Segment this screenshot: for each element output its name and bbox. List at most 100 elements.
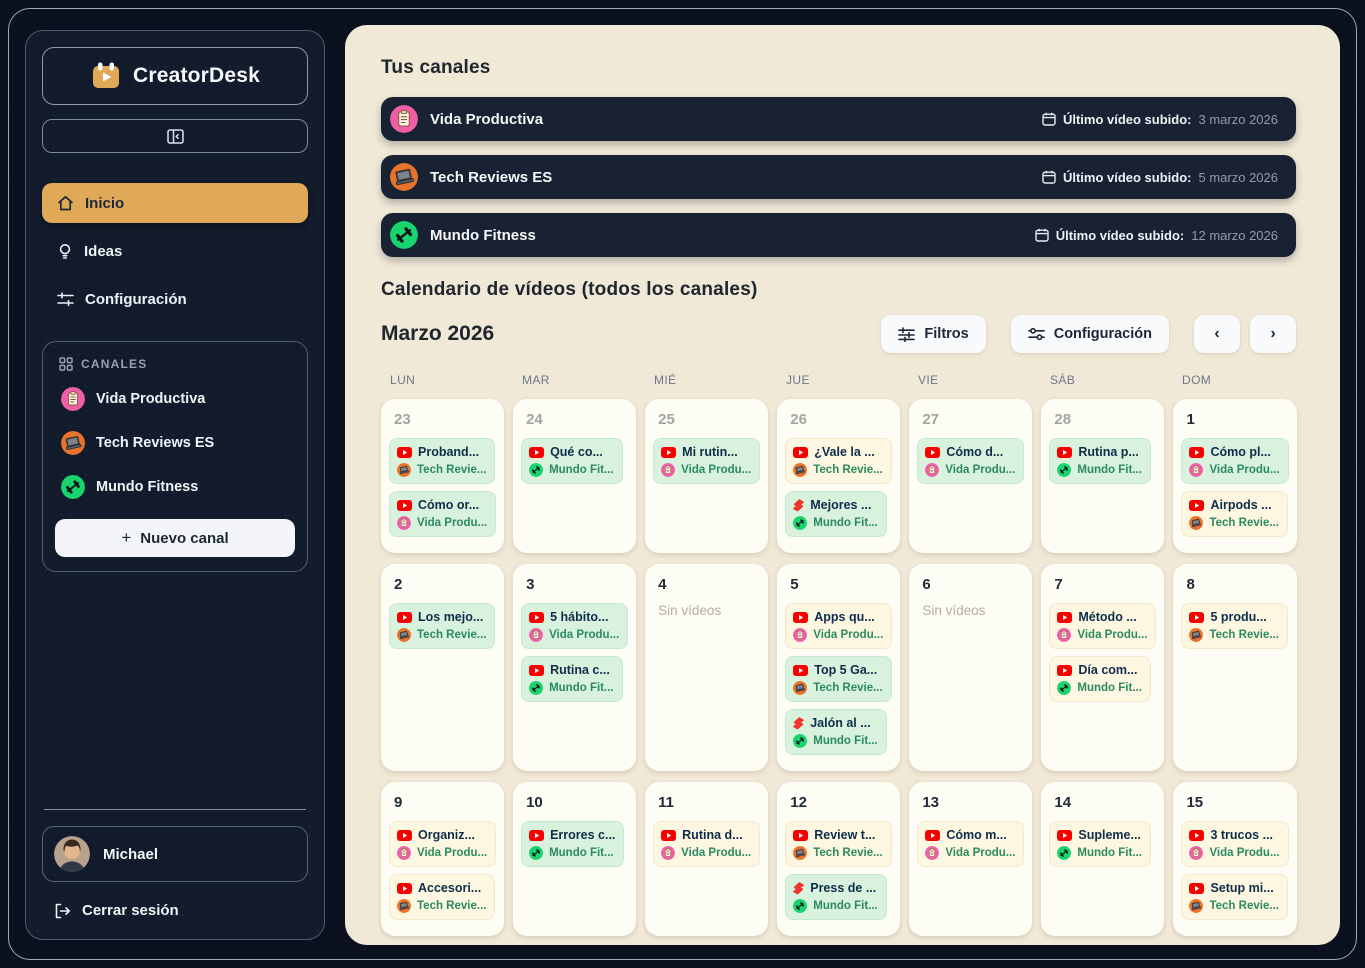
youtube-icon: [397, 882, 412, 894]
video-entry[interactable]: 5 hábito... Vida Produ...: [521, 603, 629, 649]
video-entry[interactable]: Supleme... Mundo Fit...: [1049, 821, 1151, 867]
video-entry[interactable]: Cómo m... Vida Produ...: [917, 821, 1025, 867]
video-entry[interactable]: Los mejo... Tech Revie...: [389, 603, 496, 649]
video-entry[interactable]: Método ... Vida Produ...: [1049, 603, 1157, 649]
channel-bar-fitness[interactable]: Mundo Fitness Último vídeo subido: 12 mar…: [381, 213, 1296, 257]
calendar-day-cell[interactable]: 14 Supleme... Mundo Fit...: [1041, 782, 1165, 936]
channel-bar-vida[interactable]: Vida Productiva Último vídeo subido: 3 ma…: [381, 97, 1296, 141]
sidebar-channel-tech[interactable]: Tech Reviews ES: [55, 421, 295, 465]
calendar-day-cell[interactable]: 8 5 produ... Tech Revie...: [1173, 564, 1297, 771]
video-entry[interactable]: 5 produ... Tech Revie...: [1181, 603, 1288, 649]
video-channel: Tech Revie...: [1209, 900, 1279, 912]
channel-bar-name: Vida Productiva: [430, 110, 544, 128]
video-entry[interactable]: Cómo or... Vida Produ...: [389, 491, 497, 537]
video-entry[interactable]: Día com... Mundo Fit...: [1049, 656, 1151, 702]
day-number: 1: [1186, 411, 1195, 428]
logout-button[interactable]: Cerrar sesión: [42, 902, 308, 919]
next-month-button[interactable]: ›: [1250, 315, 1296, 353]
video-entry[interactable]: Accesori... Tech Revie...: [389, 874, 496, 920]
video-entry[interactable]: Rutina d... Vida Produ...: [653, 821, 761, 867]
channel-avatar: [793, 846, 808, 860]
video-entry[interactable]: Top 5 Ga... Tech Revie...: [785, 656, 892, 702]
calendar-day-cell[interactable]: 2 Los mejo... Tech Revie...: [381, 564, 505, 771]
calendar-settings-button[interactable]: Configuración: [1010, 315, 1169, 353]
new-channel-button[interactable]: + Nuevo canal: [55, 519, 295, 557]
channel-avatar: [1057, 846, 1072, 860]
channels-panel: CANALES Vida Productiva Tech Reviews ES Mu…: [42, 341, 308, 572]
calendar-toolbar: Marzo 2026 Filtros Configuración ‹ ›: [381, 315, 1296, 353]
calendar-day-cell[interactable]: 6 Sin vídeos: [909, 564, 1033, 771]
video-entry[interactable]: Setup mi... Tech Revie...: [1181, 874, 1288, 920]
calendar-day-cell[interactable]: 3 5 hábito... Vida Produ... Rutina c... Mund…: [513, 564, 637, 771]
calendar-day-cell[interactable]: 25 Mi rutin... Vida Produ...: [645, 399, 769, 553]
calendar-day-cell[interactable]: 5 Apps qu... Vida Produ... Top 5 Ga... Tech …: [777, 564, 901, 771]
sidebar-channel-vida[interactable]: Vida Productiva: [55, 377, 295, 421]
channel-bar-tech[interactable]: Tech Reviews ES Último vídeo subido: 5 ma…: [381, 155, 1296, 199]
video-entry[interactable]: Errores c... Mundo Fit...: [521, 821, 625, 867]
sidebar-channel-fitness[interactable]: Mundo Fitness: [55, 465, 295, 509]
calendar-day-cell[interactable]: 24 Qué co... Mundo Fit...: [513, 399, 637, 553]
sidebar-item-configuracin[interactable]: Configuración: [42, 279, 308, 319]
youtube-icon: [1189, 882, 1205, 894]
video-entry[interactable]: ¿Vale la ... Tech Revie...: [785, 438, 892, 484]
video-entry[interactable]: Rutina p... Mundo Fit...: [1049, 438, 1151, 484]
video-title: Errores c...: [550, 828, 616, 842]
calendar-day-cell[interactable]: 27 Cómo d... Vida Produ...: [909, 399, 1033, 553]
calendar-day-cell[interactable]: 26 ¿Vale la ... Tech Revie... Mejores ... Mu…: [777, 399, 901, 553]
video-entry[interactable]: Press de ... Mundo Fit...: [785, 874, 887, 920]
sidebar-item-ideas[interactable]: Ideas: [42, 231, 308, 271]
calendar-day-cell[interactable]: 1 Cómo pl... Vida Produ... Airpods ... Tech …: [1173, 399, 1297, 553]
channel-avatar: [1189, 516, 1204, 530]
video-entry[interactable]: Cómo d... Vida Produ...: [917, 438, 1025, 484]
video-channel: Tech Revie...: [813, 682, 883, 694]
day-number: 2: [394, 576, 403, 593]
video-title: Rutina c...: [550, 663, 610, 677]
calendar-day-cell[interactable]: 11 Rutina d... Vida Produ...: [645, 782, 769, 936]
video-entry[interactable]: Proband... Tech Revie...: [389, 438, 496, 484]
video-entry[interactable]: Airpods ... Tech Revie...: [1181, 491, 1288, 537]
calendar-day-cell[interactable]: 12 Review t... Tech Revie... Press de ... Mu…: [777, 782, 901, 936]
prev-month-button[interactable]: ‹: [1194, 315, 1240, 353]
last-upload-date: 12 marzo 2026: [1191, 227, 1278, 243]
video-entry[interactable]: Rutina c... Mundo Fit...: [521, 656, 623, 702]
video-entry[interactable]: Cómo pl... Vida Produ...: [1181, 438, 1289, 484]
calendar-day-cell[interactable]: 10 Errores c... Mundo Fit...: [513, 782, 637, 936]
channel-avatar: [793, 681, 808, 695]
calendar-day-cell[interactable]: 23 Proband... Tech Revie... Cómo or... Vida …: [381, 399, 505, 553]
channel-avatar: [793, 463, 808, 477]
weekday-header: LUN: [390, 373, 416, 387]
filters-button[interactable]: Filtros: [881, 315, 986, 353]
video-entry[interactable]: Jalón al ... Mundo Fit...: [785, 709, 887, 755]
calendar-day-cell[interactable]: 13 Cómo m... Vida Produ...: [909, 782, 1033, 936]
video-entry[interactable]: Qué co... Mundo Fit...: [521, 438, 623, 484]
last-upload-label: Último vídeo subido:: [1055, 227, 1185, 243]
channel-bar-name: Mundo Fitness: [430, 226, 536, 244]
channel-avatar: [793, 628, 808, 642]
youtube-icon: [1189, 499, 1205, 511]
video-title: Organiz...: [418, 828, 475, 842]
video-entry[interactable]: Organiz... Vida Produ...: [389, 821, 497, 867]
video-title: Press de ...: [810, 881, 877, 895]
calendar-day-cell[interactable]: 28 Rutina p... Mundo Fit...: [1041, 399, 1165, 553]
video-entry[interactable]: Review t... Tech Revie...: [785, 821, 892, 867]
sidebar-item-inicio[interactable]: Inicio: [42, 183, 308, 223]
video-entry[interactable]: Mi rutin... Vida Produ...: [653, 438, 761, 484]
collapse-sidebar-button[interactable]: [42, 119, 308, 153]
video-entry[interactable]: Mejores ... Mundo Fit...: [785, 491, 887, 537]
video-entry[interactable]: Apps qu... Vida Produ...: [785, 603, 893, 649]
calendar-day-cell[interactable]: 4 Sin vídeos: [645, 564, 769, 771]
video-channel: Vida Produ...: [813, 629, 884, 641]
dumbbell-icon: [61, 475, 85, 499]
video-channel: Tech Revie...: [813, 464, 883, 476]
video-title: 5 produ...: [1210, 610, 1267, 624]
day-number: 15: [1186, 794, 1204, 811]
shorts-icon: [793, 881, 804, 895]
calendar-day-cell[interactable]: 7 Método ... Vida Produ... Día com... Mundo …: [1041, 564, 1165, 771]
user-card[interactable]: Michael: [42, 826, 308, 882]
calendar-day-cell[interactable]: 9 Organiz... Vida Produ... Accesori... Tech …: [381, 782, 505, 936]
logout-icon: [54, 903, 71, 919]
video-title: Los mejo...: [418, 610, 484, 624]
youtube-icon: [1057, 611, 1073, 623]
calendar-day-cell[interactable]: 15 3 trucos ... Vida Produ... Setup mi... Te…: [1173, 782, 1297, 936]
video-entry[interactable]: 3 trucos ... Vida Produ...: [1181, 821, 1289, 867]
